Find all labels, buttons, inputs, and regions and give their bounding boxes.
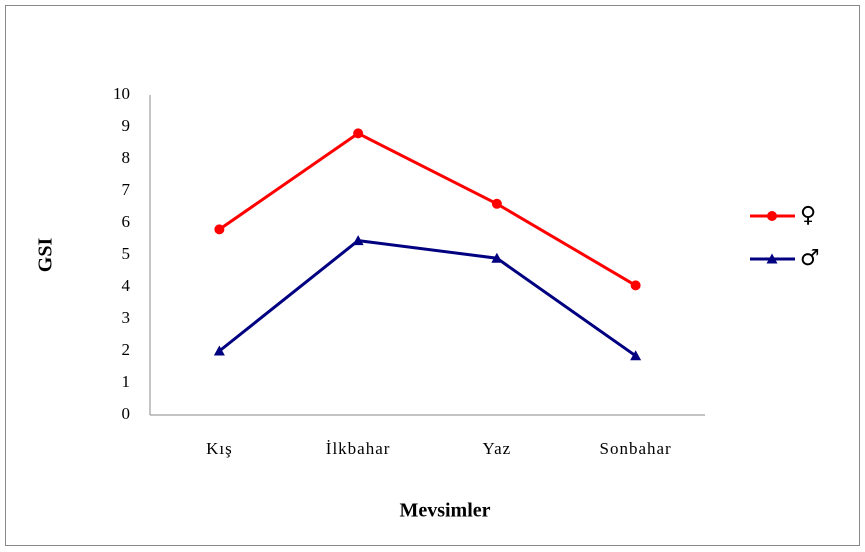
series-line: [218, 239, 637, 358]
y-tick-label: 9: [122, 116, 131, 135]
legend-marker: [766, 253, 778, 264]
x-tick-label: Kış: [206, 439, 233, 458]
y-tick-label: 4: [122, 276, 131, 295]
legend-label: ♀: [800, 203, 816, 228]
y-tick-label: 3: [122, 308, 131, 327]
point: [352, 235, 364, 246]
y-tick-label: 0: [122, 404, 131, 423]
legend-label: ♂: [800, 246, 820, 271]
chart-border: [5, 5, 860, 546]
point: [630, 350, 642, 361]
y-tick-label: 1: [122, 372, 131, 391]
y-tick-label: 5: [122, 244, 131, 263]
y-tick-label: 10: [113, 84, 130, 103]
x-tick-label: İlkbahar: [326, 439, 391, 458]
point: [213, 345, 225, 356]
x-tick-label: Sonbahar: [600, 439, 672, 458]
series-line: [218, 131, 637, 287]
point: [353, 128, 364, 139]
point: [491, 252, 503, 263]
x-axis-label: Mevsimler: [399, 500, 490, 522]
point: [491, 198, 502, 209]
y-tick-label: 6: [122, 212, 131, 231]
y-tick-label: 2: [122, 340, 131, 359]
y-axis-label: GSI: [35, 238, 57, 273]
y-tick-label: 7: [122, 180, 131, 199]
legend-marker: [767, 211, 777, 221]
point: [214, 224, 225, 235]
y-tick-label: 8: [122, 148, 131, 167]
point: [630, 280, 641, 291]
x-tick-label: Yaz: [483, 439, 512, 458]
